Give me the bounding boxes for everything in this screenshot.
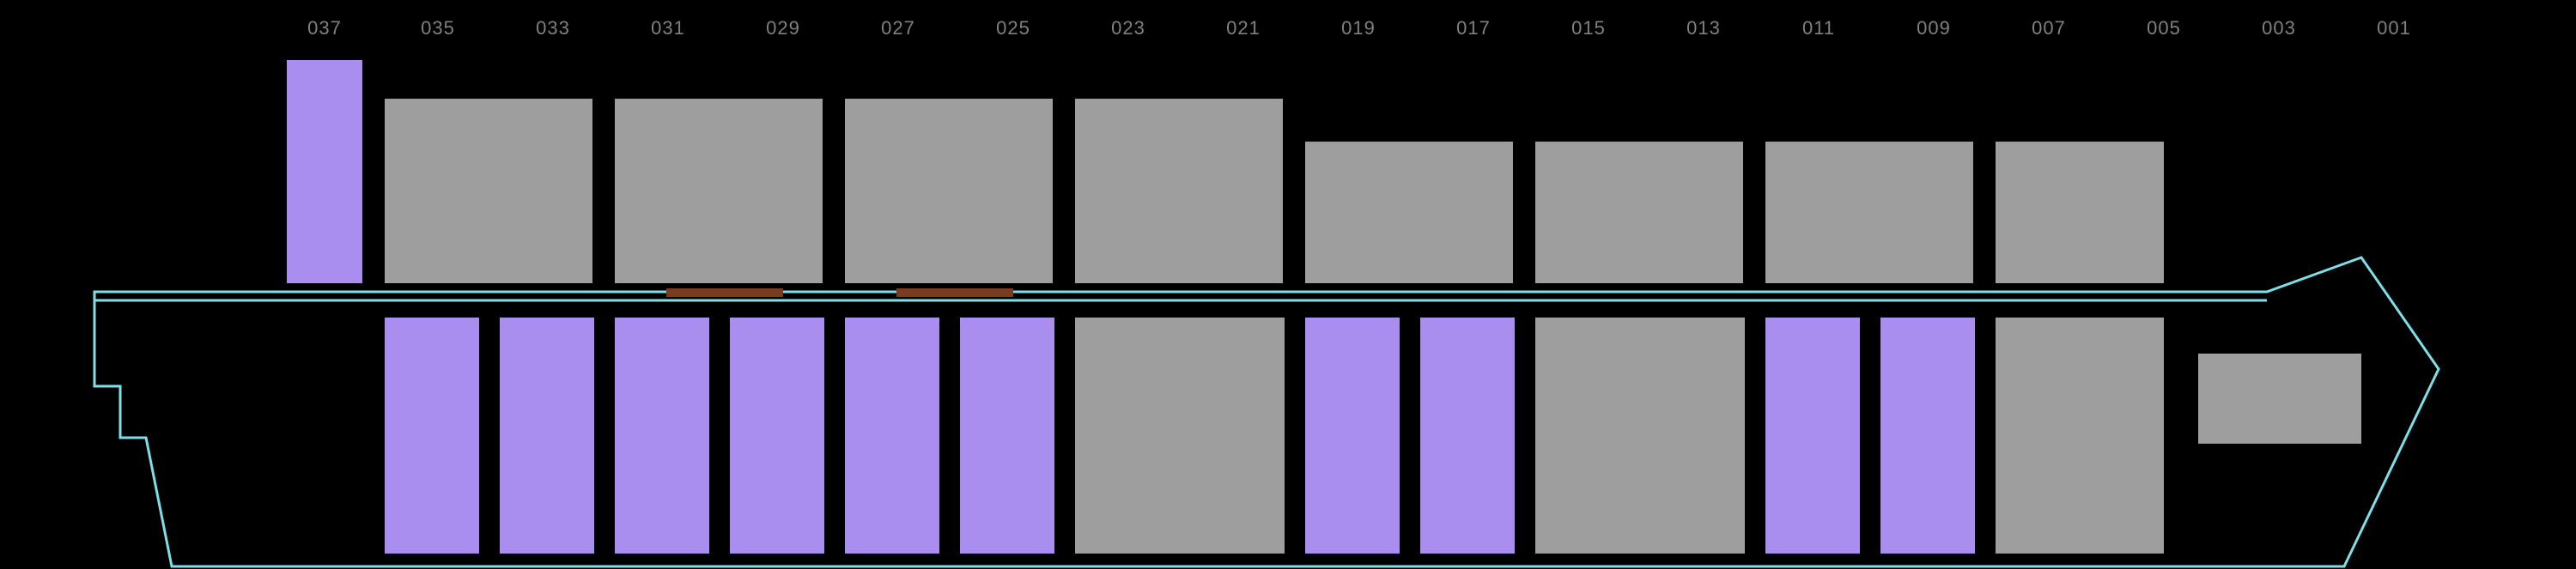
- hold-033: [500, 318, 594, 554]
- bay-label: 003: [2227, 17, 2330, 39]
- deck-019-017: [1305, 142, 1513, 283]
- bay-label: 009: [1882, 17, 1985, 39]
- hold-007-005: [1996, 318, 2164, 554]
- deck-031-029: [615, 99, 823, 283]
- bay-label: 021: [1192, 17, 1295, 39]
- hold-009: [1880, 318, 1975, 554]
- deck-011-009: [1765, 142, 1973, 283]
- bay-label: 035: [386, 17, 489, 39]
- deck-007-005: [1996, 142, 2164, 283]
- hold-029: [730, 318, 824, 554]
- deck-035-033: [385, 99, 592, 283]
- bay-label: 029: [732, 17, 835, 39]
- deck-023-021: [1075, 99, 1283, 283]
- hold-023-021: [1075, 318, 1285, 554]
- bay-label: 037: [273, 17, 376, 39]
- deck-027-025: [845, 99, 1053, 283]
- bay-label: 031: [617, 17, 720, 39]
- ship-bay-diagram: 037 035 033 031 029 027 025 023 021 019 017 015 013 0…: [0, 0, 2576, 569]
- bay-label: 001: [2342, 17, 2445, 39]
- hold-035: [385, 318, 479, 554]
- bay-label: 015: [1537, 17, 1640, 39]
- deck-037: [287, 60, 362, 283]
- deck-015-013: [1535, 142, 1743, 283]
- bay-label: 027: [847, 17, 950, 39]
- bay-label: 013: [1652, 17, 1755, 39]
- bay-label: 025: [962, 17, 1065, 39]
- hold-025: [960, 318, 1054, 554]
- bay-label: 019: [1307, 17, 1410, 39]
- hold-003: [2198, 354, 2361, 444]
- hold-019: [1305, 318, 1400, 554]
- hatch-025: [896, 288, 1013, 297]
- bay-label: 007: [1997, 17, 2100, 39]
- hold-017: [1420, 318, 1515, 554]
- bay-label: 011: [1767, 17, 1870, 39]
- bay-label: 005: [2112, 17, 2215, 39]
- hold-027: [845, 318, 939, 554]
- bay-label: 023: [1077, 17, 1180, 39]
- hold-031: [615, 318, 709, 554]
- hold-015-013: [1535, 318, 1745, 554]
- bay-label: 017: [1422, 17, 1525, 39]
- hold-011: [1765, 318, 1860, 554]
- bay-label: 033: [501, 17, 605, 39]
- hatch-029: [666, 288, 783, 297]
